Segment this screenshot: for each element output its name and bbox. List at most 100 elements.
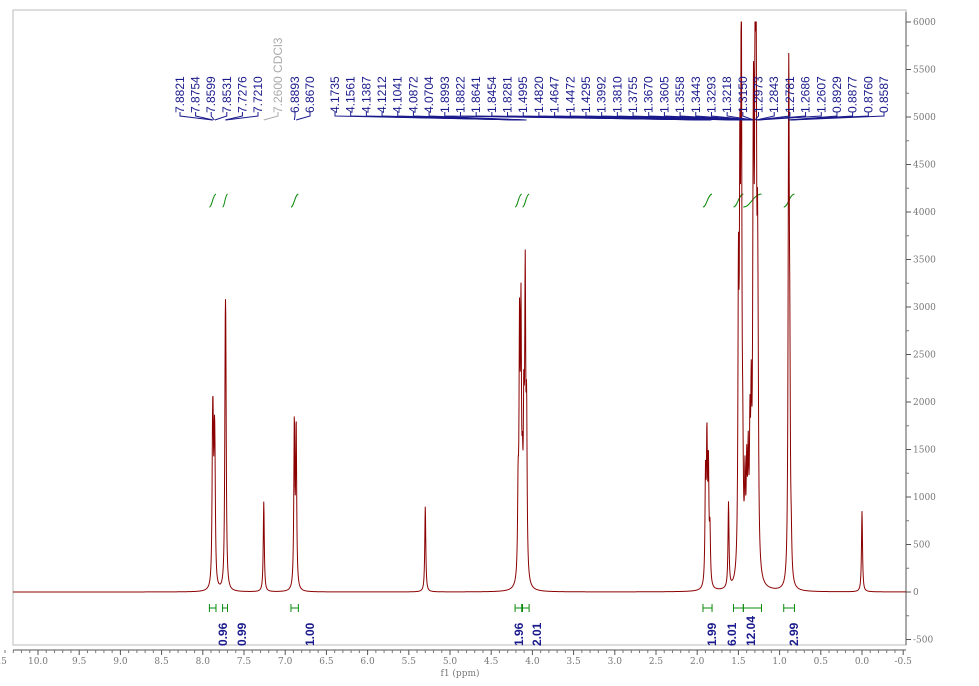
integral-bracket [742, 604, 762, 612]
peak-label: 4.1041 [391, 76, 405, 113]
y-tick-label: 1000 [913, 493, 936, 503]
peak-label: 1.3755 [626, 76, 640, 113]
x-tick-label: 10.5 [0, 657, 7, 667]
integral-bracket [208, 604, 217, 612]
peak-label: 1.3670 [642, 76, 656, 113]
peak-label-connector [293, 112, 296, 121]
x-tick-label: 4.0 [525, 657, 540, 667]
peak-label-connector [428, 112, 527, 121]
peak-label-connector [263, 112, 279, 121]
x-tick-label: 8.0 [196, 657, 211, 667]
peak-label-connector [791, 112, 885, 121]
peak-label: 0.8760 [861, 76, 875, 113]
peak-label: 1.4295 [579, 76, 593, 113]
x-tick-label: 2.0 [690, 657, 705, 667]
spectrum-line [13, 21, 906, 593]
y-tick-label: 6000 [913, 18, 936, 28]
x-tick-label: 9.0 [113, 657, 128, 667]
peak-label: 1.3558 [673, 76, 687, 113]
y-tick-label: 4500 [913, 161, 936, 171]
peak-label: 1.3150 [736, 76, 750, 113]
peak-label: 4.1212 [375, 76, 389, 113]
x-tick-label: 3.5 [566, 657, 581, 667]
peak-label: 1.2686 [799, 76, 813, 113]
x-tick-label: 6.5 [319, 657, 334, 667]
x-tick-label: 9.5 [72, 657, 87, 667]
peak-label: 4.1561 [344, 76, 358, 113]
peak-label-connector [225, 112, 243, 121]
peak-label: 4.0872 [406, 76, 420, 113]
y-tick-label: 0 [913, 588, 919, 598]
x-tick-label: 0.5 [814, 657, 829, 667]
peak-label: 7.2600 CDCl3 [271, 37, 285, 113]
y-tick-label: 3000 [913, 303, 936, 313]
x-tick-label: 7.0 [278, 657, 293, 667]
peak-label: 1.8822 [453, 76, 467, 113]
x-tick-label: 6.0 [360, 657, 375, 667]
peak-label: 1.3218 [720, 76, 734, 113]
integral-bracket [522, 604, 530, 612]
x-axis: 10.5 10.0 9.5 9.0 8.5 8.0 7.5 7.0 6.5 6.0 5.5 5.0 4.… [0, 649, 913, 667]
peak-label: 7.8531 [220, 76, 234, 113]
peak-label: 4.1735 [328, 76, 342, 113]
integral-value: 6.01 [725, 622, 739, 646]
peak-label: 7.7276 [235, 76, 249, 113]
integral-value: 1.00 [303, 622, 317, 646]
integral-curve [702, 193, 713, 208]
integral-value: 1.96 [512, 622, 526, 646]
integral-value: 0.96 [216, 622, 230, 646]
peak-label: 6.8670 [303, 76, 317, 113]
integral-value: 0.99 [235, 622, 249, 646]
peak-label: 7.7210 [251, 76, 265, 113]
integral-curve [290, 193, 299, 208]
integral-curve [743, 193, 762, 208]
peak-label: 1.2781 [783, 76, 797, 113]
peak-label-connector [758, 112, 822, 121]
y-tick-label: 1500 [913, 446, 936, 456]
peak-label: 4.0704 [422, 76, 436, 113]
integral-bracket [732, 604, 744, 612]
peak-label: 7.8754 [189, 76, 203, 113]
peak-label-connector [179, 112, 213, 121]
integral-bracket [783, 604, 795, 612]
x-tick-label: 8.5 [154, 657, 169, 667]
peak-label: 0.8929 [830, 76, 844, 113]
integral-curve [522, 193, 530, 208]
peak-label: 1.8641 [469, 76, 483, 113]
integrals: 0.96 0.99 1.00 1.96 2.01 1.99 6.01 12.04 2.99 [208, 193, 801, 646]
y-tick-label: 2500 [913, 351, 936, 361]
x-tick-label: 10.0 [28, 657, 48, 667]
y-tick-label: -500 [913, 636, 933, 646]
peak-labels: 7.8821 7.8754 7.8599 7.8531 7.7276 7.7210 7.26… [173, 37, 891, 121]
peak-label: 0.8587 [877, 76, 891, 113]
peak-label: 4.1387 [359, 76, 373, 113]
peak-label: 1.8281 [501, 76, 515, 113]
x-tick-label: -0.5 [895, 657, 913, 667]
peak-label-connector [225, 112, 259, 121]
integral-value: 12.04 [744, 616, 758, 646]
peak-label-connector [710, 112, 753, 121]
peak-label: 1.2973 [752, 76, 766, 113]
y-tick-label: 5500 [913, 66, 936, 76]
integral-curve [514, 193, 522, 208]
peak-label-connector [296, 112, 311, 121]
peak-label: 1.3443 [689, 76, 703, 113]
integral-curve [222, 193, 228, 208]
peak-label-connector [726, 112, 754, 121]
peak-label-connector [756, 112, 775, 121]
x-tick-label: 4.5 [484, 657, 499, 667]
peak-label: 1.8993 [438, 76, 452, 113]
peak-label-connector [754, 112, 760, 121]
peak-label: 1.4820 [532, 76, 546, 113]
peak-label: 0.8877 [846, 76, 860, 113]
x-tick-label: 5.5 [402, 657, 417, 667]
peak-label: 1.3810 [610, 76, 624, 113]
integral-bracket [702, 604, 713, 612]
integral-bracket [514, 604, 523, 612]
x-tick-label: 0.0 [855, 657, 870, 667]
peak-label: 1.3992 [595, 76, 609, 113]
y-tick-label: 5000 [913, 113, 936, 123]
x-tick-label: 2.5 [649, 657, 664, 667]
